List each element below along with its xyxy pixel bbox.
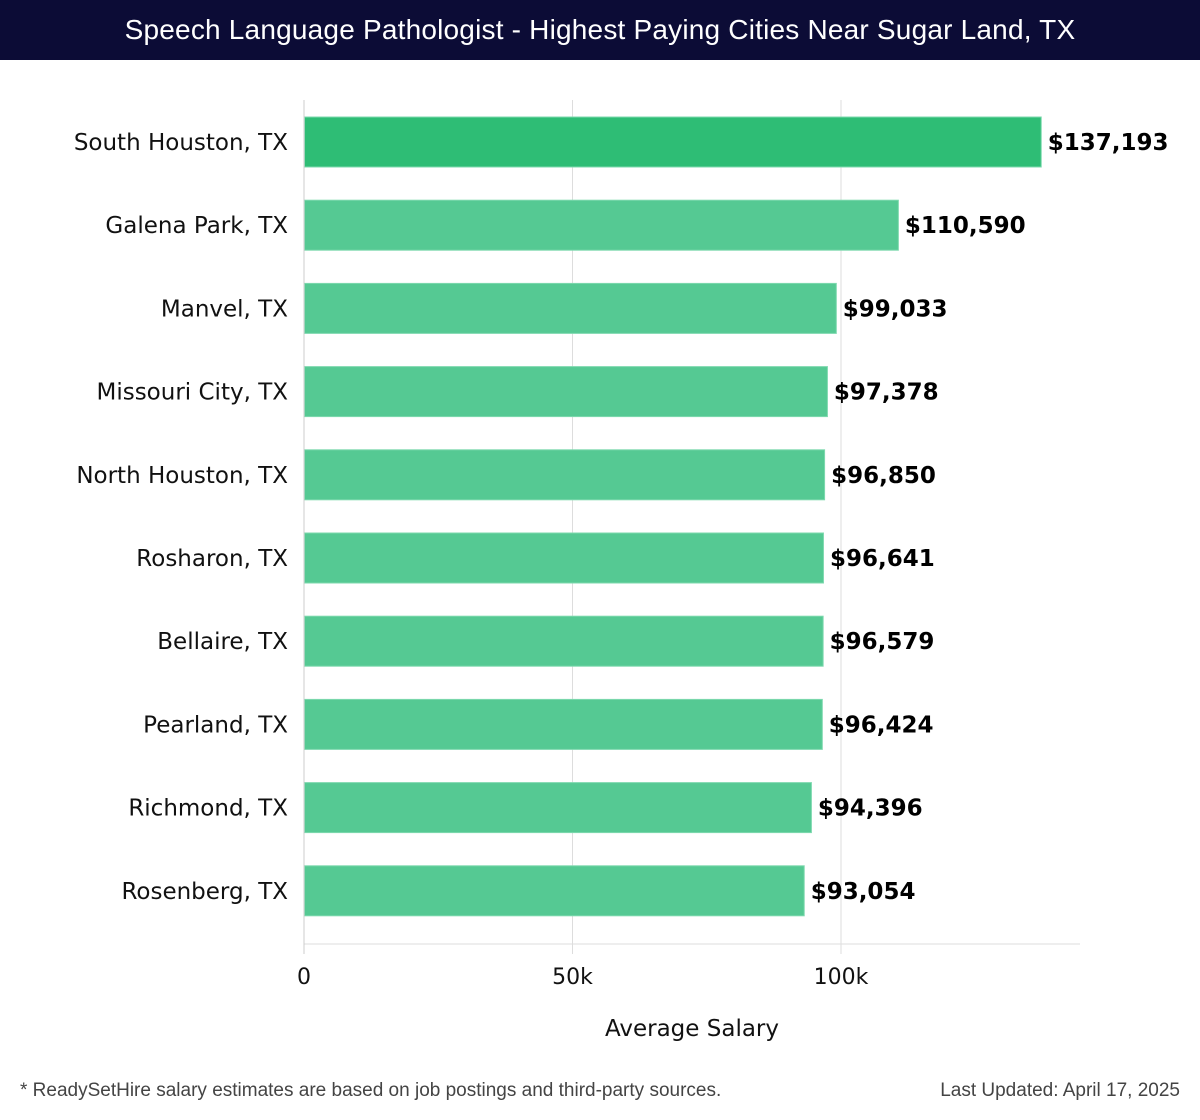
value-label: $96,424 <box>829 712 934 738</box>
bar <box>304 116 1042 168</box>
bars <box>304 116 1042 917</box>
category-label: South Houston, TX <box>74 130 288 156</box>
bar <box>304 698 823 750</box>
category-label: Richmond, TX <box>128 796 288 822</box>
value-label: $96,850 <box>831 463 936 489</box>
value-label: $93,054 <box>811 879 916 905</box>
bar <box>304 782 812 834</box>
category-labels: South Houston, TX Galena Park, TX Manvel, … <box>74 130 288 905</box>
category-label: Galena Park, TX <box>105 213 288 239</box>
category-label: Manvel, TX <box>161 296 288 322</box>
bar <box>304 615 824 667</box>
value-label: $96,579 <box>830 629 935 655</box>
x-tick-label: 100k <box>814 965 869 990</box>
value-label: $110,590 <box>905 213 1026 239</box>
category-label: Rosharon, TX <box>136 546 288 572</box>
value-label: $97,378 <box>834 380 939 406</box>
salary-bar-chart: South Houston, TX Galena Park, TX Manvel, … <box>74 100 1169 1042</box>
value-label: $137,193 <box>1048 130 1169 156</box>
category-label: Pearland, TX <box>143 712 288 738</box>
chart-title-banner: Speech Language Pathologist - Highest Pa… <box>0 0 1200 60</box>
value-label: $96,641 <box>830 546 935 572</box>
bar <box>304 366 828 418</box>
bar <box>304 449 826 501</box>
category-label: Bellaire, TX <box>157 629 288 655</box>
x-axis: 0 50k 100k <box>297 100 1080 990</box>
bar <box>304 282 837 334</box>
last-updated: Last Updated: April 17, 2025 <box>940 1080 1180 1101</box>
category-label: North Houston, TX <box>76 463 288 489</box>
bar <box>304 199 899 251</box>
value-label: $99,033 <box>843 296 948 322</box>
category-label: Rosenberg, TX <box>121 879 288 905</box>
value-label: $94,396 <box>818 796 923 822</box>
chart-title: Speech Language Pathologist - Highest Pa… <box>124 14 1076 45</box>
category-label: Missouri City, TX <box>96 380 288 406</box>
x-axis-title: Average Salary <box>605 1016 779 1042</box>
bar <box>304 532 824 584</box>
x-tick-label: 0 <box>297 965 311 990</box>
value-labels: $137,193 $110,590 $99,033 $97,378 $96,850 $96… <box>811 130 1169 905</box>
x-tick-label: 50k <box>552 965 593 990</box>
bar <box>304 865 805 917</box>
footer-disclaimer: * ReadySetHire salary estimates are base… <box>20 1080 722 1101</box>
